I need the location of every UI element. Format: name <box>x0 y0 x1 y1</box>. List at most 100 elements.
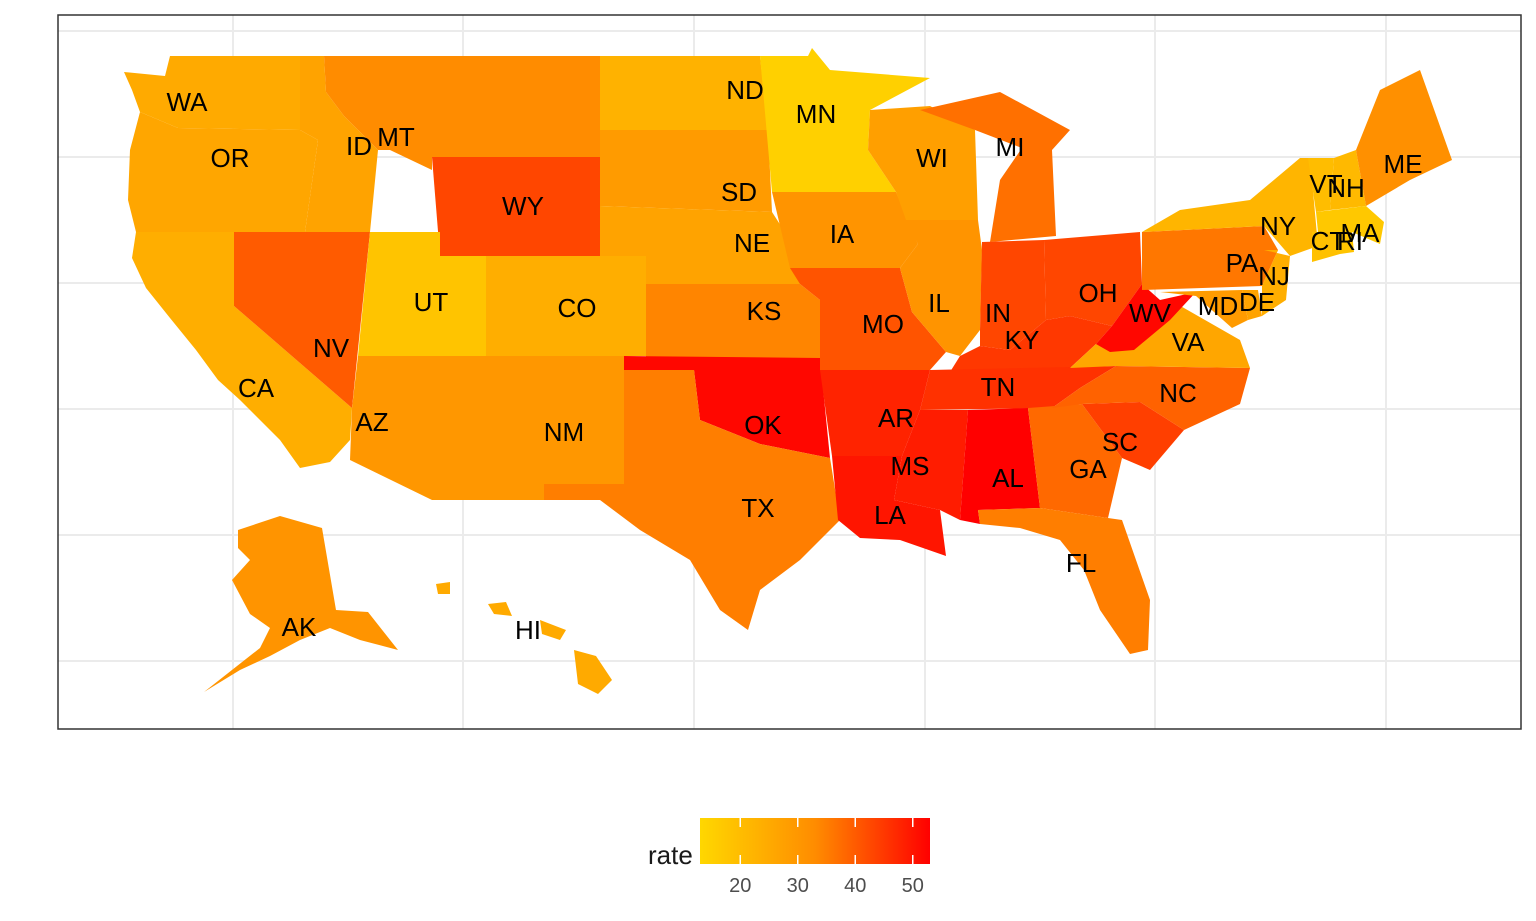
state-WY[interactable] <box>432 157 600 256</box>
state-label-LA: LA <box>874 500 906 530</box>
state-AZ[interactable] <box>350 356 486 500</box>
state-IN[interactable] <box>980 240 1046 350</box>
state-WI[interactable] <box>868 106 978 220</box>
state-NE[interactable] <box>600 206 800 284</box>
state-PA[interactable] <box>1142 226 1278 290</box>
state-label-IL: IL <box>928 288 950 318</box>
state-label-NE: NE <box>734 228 770 258</box>
state-label-MO: MO <box>862 309 904 339</box>
state-label-WA: WA <box>167 87 209 117</box>
state-label-FL: FL <box>1066 548 1096 578</box>
state-LA[interactable] <box>832 456 946 556</box>
state-NC[interactable] <box>1052 366 1250 430</box>
state-label-MN: MN <box>796 99 836 129</box>
state-CA[interactable] <box>132 232 352 468</box>
state-CT[interactable] <box>1312 232 1340 262</box>
legend-title: rate <box>648 840 693 870</box>
state-MN[interactable] <box>760 48 930 192</box>
state-NV[interactable] <box>234 232 370 408</box>
state-label-AR: AR <box>878 403 914 433</box>
state-CO[interactable] <box>486 256 646 356</box>
state-shapes <box>124 48 1452 694</box>
state-label-GA: GA <box>1069 454 1107 484</box>
state-label-KY: KY <box>1005 325 1040 355</box>
state-label-UT: UT <box>414 287 449 317</box>
state-TX[interactable] <box>544 370 840 630</box>
state-label-NV: NV <box>313 333 350 363</box>
legend-ticks: 20 30 40 50 <box>729 818 924 897</box>
state-KS[interactable] <box>646 284 820 358</box>
state-SD[interactable] <box>600 130 772 212</box>
state-OK[interactable] <box>624 356 830 458</box>
state-NJ[interactable] <box>1262 250 1290 316</box>
state-label-NY: NY <box>1260 211 1296 241</box>
state-ID[interactable] <box>300 56 378 232</box>
state-MT[interactable] <box>324 56 600 170</box>
state-label-CT: CT <box>1311 226 1346 256</box>
state-MA[interactable] <box>1316 206 1384 244</box>
state-NH[interactable] <box>1330 150 1366 210</box>
legend: rate 20 30 40 50 <box>648 818 930 897</box>
plot-panel-border <box>57 14 1522 730</box>
state-label-RI: RI <box>1337 226 1363 256</box>
state-label-MD: MD <box>1198 291 1238 321</box>
state-DE[interactable] <box>1242 290 1262 320</box>
state-KY[interactable] <box>950 316 1112 372</box>
state-IL[interactable] <box>900 220 982 356</box>
state-label-CA: CA <box>238 373 275 403</box>
state-label-OK: OK <box>744 410 782 440</box>
state-label-IA: IA <box>830 219 855 249</box>
state-VT[interactable] <box>1308 158 1334 212</box>
state-MD[interactable] <box>1160 290 1248 328</box>
state-label-VT: VT <box>1309 169 1342 199</box>
state-OH[interactable] <box>1044 232 1142 326</box>
state-NY[interactable] <box>1142 158 1318 256</box>
state-MI[interactable] <box>920 92 1070 242</box>
state-TN[interactable] <box>920 366 1116 410</box>
legend-colorbar <box>700 818 930 864</box>
state-label-NM: NM <box>544 417 584 447</box>
state-SC[interactable] <box>1082 402 1184 470</box>
state-label-PA: PA <box>1226 248 1259 278</box>
state-WV[interactable] <box>1096 284 1196 352</box>
state-UT[interactable] <box>358 232 486 356</box>
state-AL[interactable] <box>960 408 1040 524</box>
state-FL[interactable] <box>978 508 1150 654</box>
state-HI[interactable] <box>436 582 612 694</box>
state-label-VA: VA <box>1172 327 1205 357</box>
legend-tick-label: 20 <box>729 875 751 897</box>
state-label-WV: WV <box>1129 298 1172 328</box>
state-label-ID: ID <box>346 131 372 161</box>
state-label-MT: MT <box>377 122 415 152</box>
state-label-MI: MI <box>996 132 1025 162</box>
state-AK[interactable] <box>204 516 398 692</box>
state-NM[interactable] <box>486 356 624 500</box>
state-label-NC: NC <box>1159 378 1197 408</box>
state-label-OH: OH <box>1079 278 1118 308</box>
state-WA[interactable] <box>124 56 300 130</box>
state-AR[interactable] <box>820 370 930 456</box>
state-label-DE: DE <box>1239 287 1275 317</box>
state-ME[interactable] <box>1356 70 1452 206</box>
legend-tick-label: 40 <box>844 875 866 897</box>
state-label-WI: WI <box>916 143 948 173</box>
legend-tick-label: 50 <box>902 875 924 897</box>
state-label-CO: CO <box>558 293 597 323</box>
state-label-SD: SD <box>721 177 757 207</box>
state-IA[interactable] <box>772 192 918 268</box>
state-ND[interactable] <box>600 56 768 130</box>
state-label-HI: HI <box>515 615 541 645</box>
state-label-AK: AK <box>282 612 317 642</box>
state-label-OR: OR <box>211 143 250 173</box>
state-label-IN: IN <box>985 298 1011 328</box>
state-label-AZ: AZ <box>355 407 388 437</box>
state-MS[interactable] <box>894 410 968 520</box>
state-OR[interactable] <box>128 112 318 232</box>
state-label-MA: MA <box>1341 218 1381 248</box>
state-label-MS: MS <box>891 451 930 481</box>
state-RI[interactable] <box>1340 232 1354 254</box>
state-GA[interactable] <box>1028 404 1122 518</box>
state-MO[interactable] <box>790 268 946 370</box>
